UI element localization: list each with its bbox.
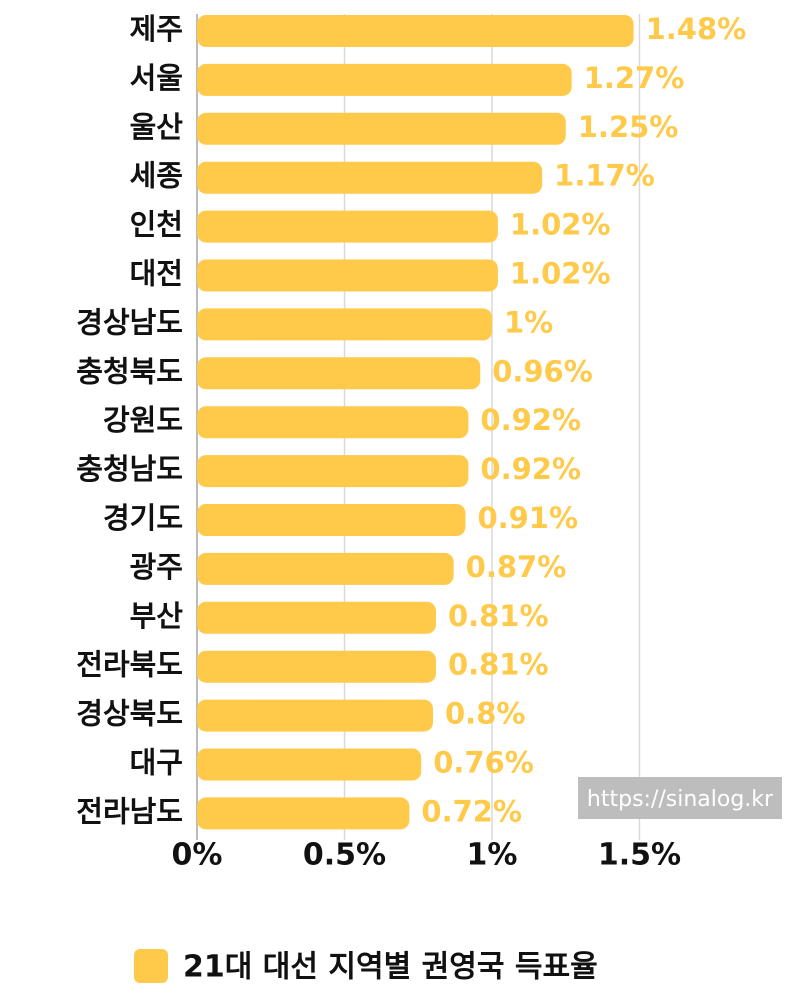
category-label: 서울 [130,61,183,95]
value-label: 1.02% [510,208,611,242]
value-label: 1% [504,305,553,339]
x-tick-label: 0.5% [303,838,386,873]
bar [197,15,634,47]
value-label: 1.17% [554,159,655,193]
value-label: 0.92% [480,452,581,486]
category-labels: 제주서울울산세종인천대전경상남도충청북도강원도충청남도경기도광주부산전라북도경상… [76,12,183,828]
category-label: 세종 [130,159,183,193]
value-label: 0.91% [477,501,578,535]
legend-swatch [134,949,168,983]
bar [197,650,436,683]
x-tick-label: 1% [467,838,518,873]
value-label: 0.96% [492,354,593,388]
x-axis-ticks: 0% 0.5% 1% 1.5% [172,838,682,873]
value-label: 0.8% [445,697,525,731]
x-tick-label: 1.5% [598,838,681,873]
bar [197,797,410,830]
category-label: 충청남도 [76,452,183,486]
category-label: 충청북도 [76,354,183,388]
bar [197,161,543,194]
value-label: 1.27% [584,61,685,95]
category-label: 대구 [130,746,183,780]
category-label: 경기도 [103,501,183,535]
category-label: 전라북도 [76,648,183,682]
watermark-background [578,777,782,819]
category-label: 대전 [130,257,183,291]
bar [197,210,498,243]
bar [197,406,469,439]
legend: 21대 대선 지역별 권영국 득표율 [134,949,598,985]
value-label: 0.72% [421,794,522,828]
bar [197,455,469,488]
value-label: 1.02% [510,257,611,291]
category-label: 경상북도 [76,697,183,731]
category-label: 인천 [130,208,183,242]
value-label: 0.87% [466,550,567,584]
bar [197,112,566,145]
bar [197,699,433,732]
watermark-text: https://sinalog.kr [587,787,774,812]
bar [197,748,422,781]
value-label: 0.92% [480,403,581,437]
bar [197,552,454,585]
bar [197,63,572,96]
value-label: 0.81% [448,648,549,682]
watermark: https://sinalog.kr [578,777,782,819]
bar [197,601,436,634]
bar [197,504,466,536]
category-label: 부산 [130,599,184,633]
category-label: 제주 [130,12,183,46]
category-label: 울산 [130,110,184,144]
category-label: 광주 [130,550,183,584]
bar [197,308,492,341]
legend-label: 21대 대선 지역별 권영국 득표율 [183,950,598,985]
bars [197,15,634,830]
value-label: 1.25% [578,110,679,144]
value-label: 0.81% [448,599,549,633]
category-label: 전라남도 [76,794,183,828]
category-label: 경상남도 [76,305,183,339]
category-label: 강원도 [103,403,183,437]
x-tick-label: 0% [172,838,223,873]
value-label: 0.76% [433,746,534,780]
bar [197,259,498,292]
value-label: 1.48% [646,12,747,46]
bar [197,357,481,390]
value-labels: 1.48% 1.27% 1.25% 1.17% 1.02% 1.02% 1% 0.96% 0.9… [421,12,746,828]
